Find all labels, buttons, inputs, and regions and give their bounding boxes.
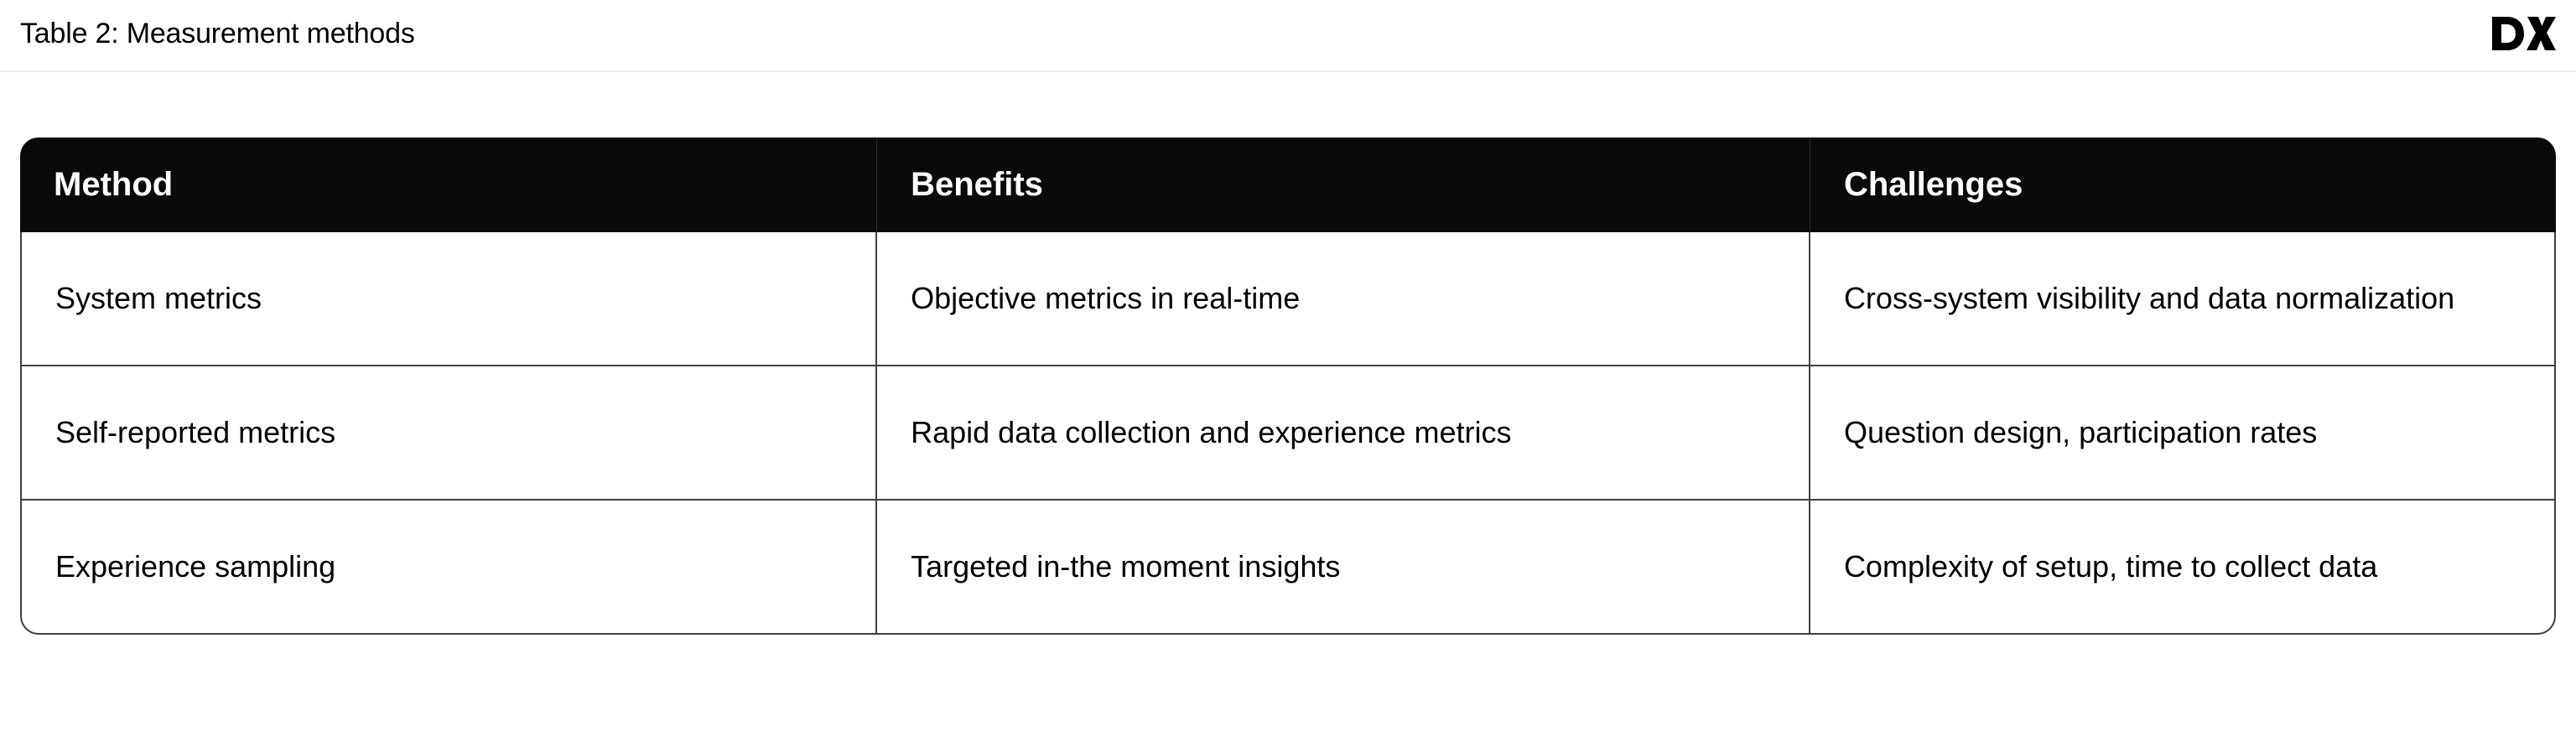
cell-method: System metrics	[20, 232, 877, 366]
cell-benefits: Objective metrics in real-time	[877, 232, 1810, 366]
cell-method: Experience sampling	[20, 501, 877, 635]
cell-challenges: Complexity of setup, time to collect dat…	[1810, 501, 2556, 635]
col-header-challenges: Challenges	[1810, 138, 2556, 232]
table-container: Method Benefits Challenges System metric…	[0, 72, 2576, 635]
table-header-row: Method Benefits Challenges	[20, 138, 2556, 232]
table-caption: Table 2: Measurement methods	[20, 18, 415, 50]
cell-challenges: Question design, participation rates	[1810, 366, 2556, 501]
table-row: Experience sampling Targeted in-the mome…	[20, 501, 2556, 635]
cell-challenges: Cross-system visibility and data normali…	[1810, 232, 2556, 366]
cell-benefits: Targeted in-the moment insights	[877, 501, 1810, 635]
top-bar: Table 2: Measurement methods	[0, 0, 2576, 72]
page-root: Table 2: Measurement methods Method Bene…	[0, 0, 2576, 742]
table-row: Self-reported metrics Rapid data collect…	[20, 366, 2556, 501]
col-header-method: Method	[20, 138, 877, 232]
table-row: System metrics Objective metrics in real…	[20, 232, 2556, 366]
cell-benefits: Rapid data collection and experience met…	[877, 366, 1810, 501]
dx-logo	[2490, 15, 2556, 52]
col-header-benefits: Benefits	[877, 138, 1810, 232]
measurement-methods-table: Method Benefits Challenges System metric…	[20, 138, 2556, 635]
cell-method: Self-reported metrics	[20, 366, 877, 501]
